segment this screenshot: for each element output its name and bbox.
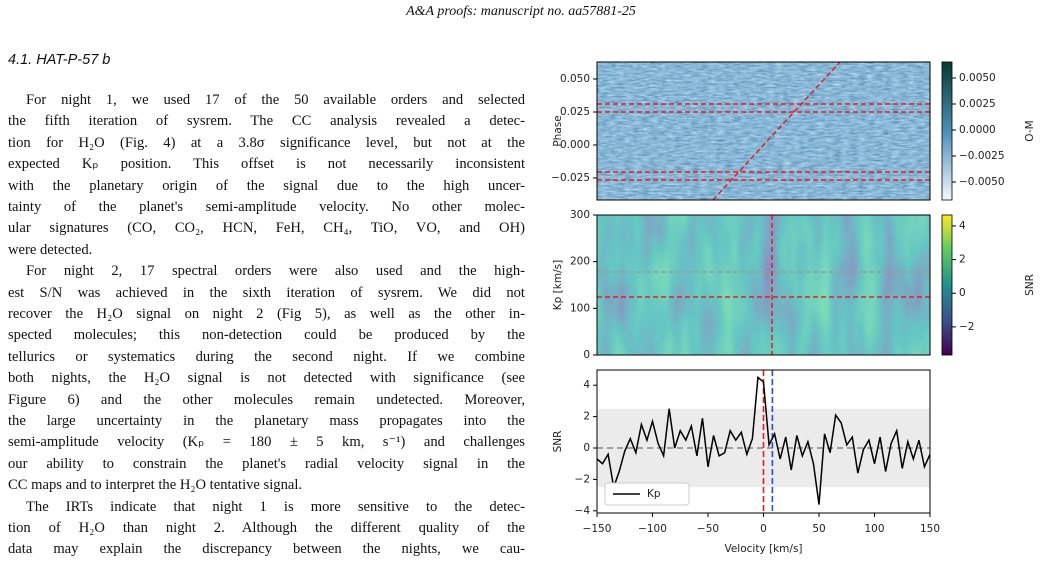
y-tick-label: 0 [583,349,590,361]
running-header: A&A proofs: manuscript no. aa57881-25 [406,4,636,19]
text-line: CC maps and to interpret the H₂O tentati… [8,477,303,494]
legend-box [604,482,690,506]
phase-map [597,62,930,200]
y-axis-label: SNR [552,431,564,453]
colorbar [941,214,953,356]
x-tick-label: −150 [583,523,612,535]
kp-map [597,215,930,355]
y-tick-label: −0.025 [551,172,590,184]
frame [596,61,931,201]
y-tick-label: 0.000 [560,139,590,151]
phase-overlays [597,62,930,200]
text-line: the large uncertainty in the planetary m… [8,413,525,429]
text-line: with the planetary origin of the signal … [8,177,525,194]
text-line: spected molecules; this non-detection co… [8,327,525,344]
colorbar [941,61,953,201]
text-line: For night 2, 17 spectral orders were als… [26,263,525,280]
y-tick-label: 0.050 [560,73,590,85]
colorbar-tick-label: 0.0025 [959,98,996,110]
text-line: tellurics or systematics during the seco… [8,348,525,365]
colorbar-tick-label: 0.0000 [959,124,996,136]
colorbar-tick-label: 2 [959,254,966,266]
colorbar-tick-label: 0 [959,287,966,299]
snr-line [596,375,931,505]
text-line: recover the H₂O signal on night 2 (Fig 5… [8,306,525,322]
y-tick-label: 300 [570,209,590,221]
text-line: data may explain the discrepancy between… [8,541,525,558]
y-tick-label: 4 [583,379,590,391]
text-line: expected Kₚ position. This offset is not… [8,156,525,173]
x-tick-label: 100 [864,523,884,535]
text-line: tainty of the planet's semi-amplitude ve… [8,199,525,215]
x-tick-label: 50 [812,523,825,535]
legend-label: Kp [647,488,661,500]
text-line: Figure 6) and the other molecules remain… [8,391,525,408]
colorbar-tick-label: 4 [959,220,966,232]
colorbar-label: SNR [1024,274,1036,296]
y-tick-label: 200 [570,256,590,268]
text-line: The IRTs indicate that night 1 is more s… [26,498,525,515]
x-tick-label: −100 [638,523,667,535]
y-tick-label: −2 [575,473,590,485]
colorbar-tick-label: −2 [959,321,974,333]
y-tick-label: 100 [570,302,590,314]
text-line: est S/N was achieved in the sixth iterat… [8,284,525,301]
text-line: tion of H₂O than night 2. Although the d… [8,520,525,536]
colorbar-tick-label: 0.0050 [959,72,996,84]
frame [596,214,931,356]
text-line: semi-amplitude velocity (Kₚ = 180 ± 5 km… [8,434,525,451]
text-line: For night 1, we used 17 of the 50 availa… [26,92,525,108]
text-line: both nights, the H₂O signal is not detec… [8,370,525,387]
colorbar-tick-label: −0.0025 [959,150,1005,162]
y-tick-label: 0 [583,442,590,454]
y-tick-label: 0.025 [560,106,590,118]
text-line: the fifth iteration of sysrem. The CC an… [8,113,525,130]
text-line: tion for H₂O (Fig. 4) at a 3.8σ signific… [8,134,525,151]
colorbar-tick-label: −0.0050 [959,176,1005,188]
section-title: 4.1. HAT-P-57 b [8,52,111,68]
text-line: ular signatures (CO, CO₂, HCN, FeH, CH₄,… [8,220,525,237]
x-tick-label: 0 [760,523,767,535]
x-tick-label: −50 [697,523,719,535]
text-line: were detected. [8,241,93,258]
y-tick-label: −4 [575,505,591,517]
text-line: our ability to constrain the planet's ra… [8,455,525,472]
snr-layer [596,370,931,513]
x-tick-label: 150 [920,523,940,535]
trail-line [712,62,841,200]
colorbar-label: O-M [1024,120,1036,141]
y-tick-label: 2 [583,411,590,423]
x-axis-label: Velocity [km/s] [724,543,802,555]
y-axis-label: Phase [552,115,564,146]
y-axis-label: Kp [km/s] [552,260,564,310]
